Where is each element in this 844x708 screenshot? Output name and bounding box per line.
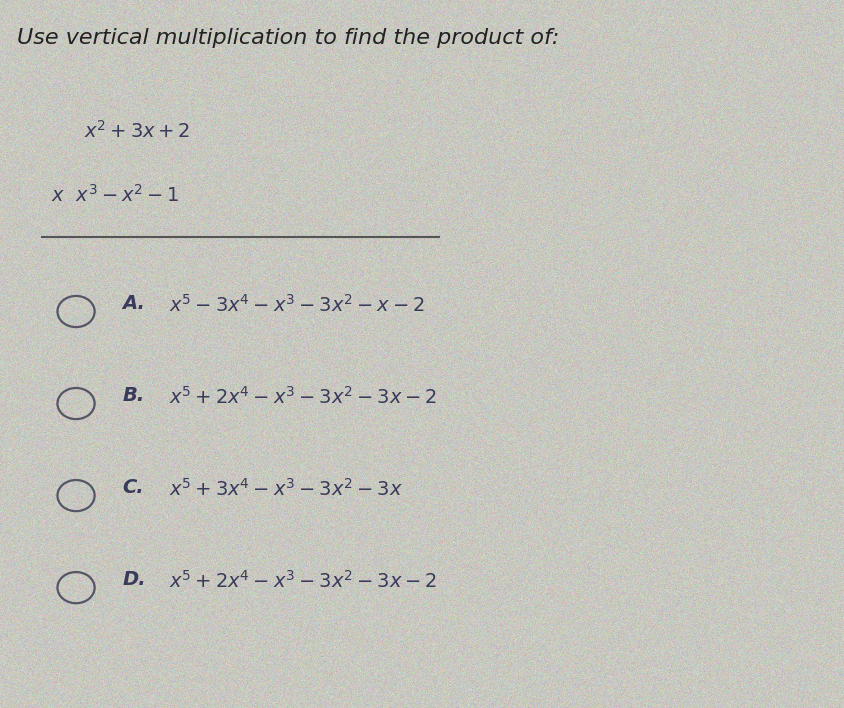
Text: B.: B. [122, 386, 144, 405]
Text: D.: D. [122, 570, 146, 589]
Text: $x^5-3x^4-x^3-3x^2-x-2$: $x^5-3x^4-x^3-3x^2-x-2$ [169, 294, 424, 316]
Text: $x^5+2x^4-x^3-3x^2-3x-2$: $x^5+2x^4-x^3-3x^2-3x-2$ [169, 386, 436, 408]
Text: C.: C. [122, 478, 144, 497]
Text: $x \ \ x^3-x^2-1$: $x \ \ x^3-x^2-1$ [51, 184, 179, 206]
Text: A.: A. [122, 294, 145, 313]
Text: $x^2+3x+2$: $x^2+3x+2$ [84, 120, 191, 142]
Text: Use vertical multiplication to find the product of:: Use vertical multiplication to find the … [17, 28, 559, 48]
Text: $x^5+3x^4-x^3-3x^2-3x$: $x^5+3x^4-x^3-3x^2-3x$ [169, 478, 403, 500]
Text: $x^5+2x^4-x^3-3x^2-3x-2$: $x^5+2x^4-x^3-3x^2-3x-2$ [169, 570, 436, 592]
